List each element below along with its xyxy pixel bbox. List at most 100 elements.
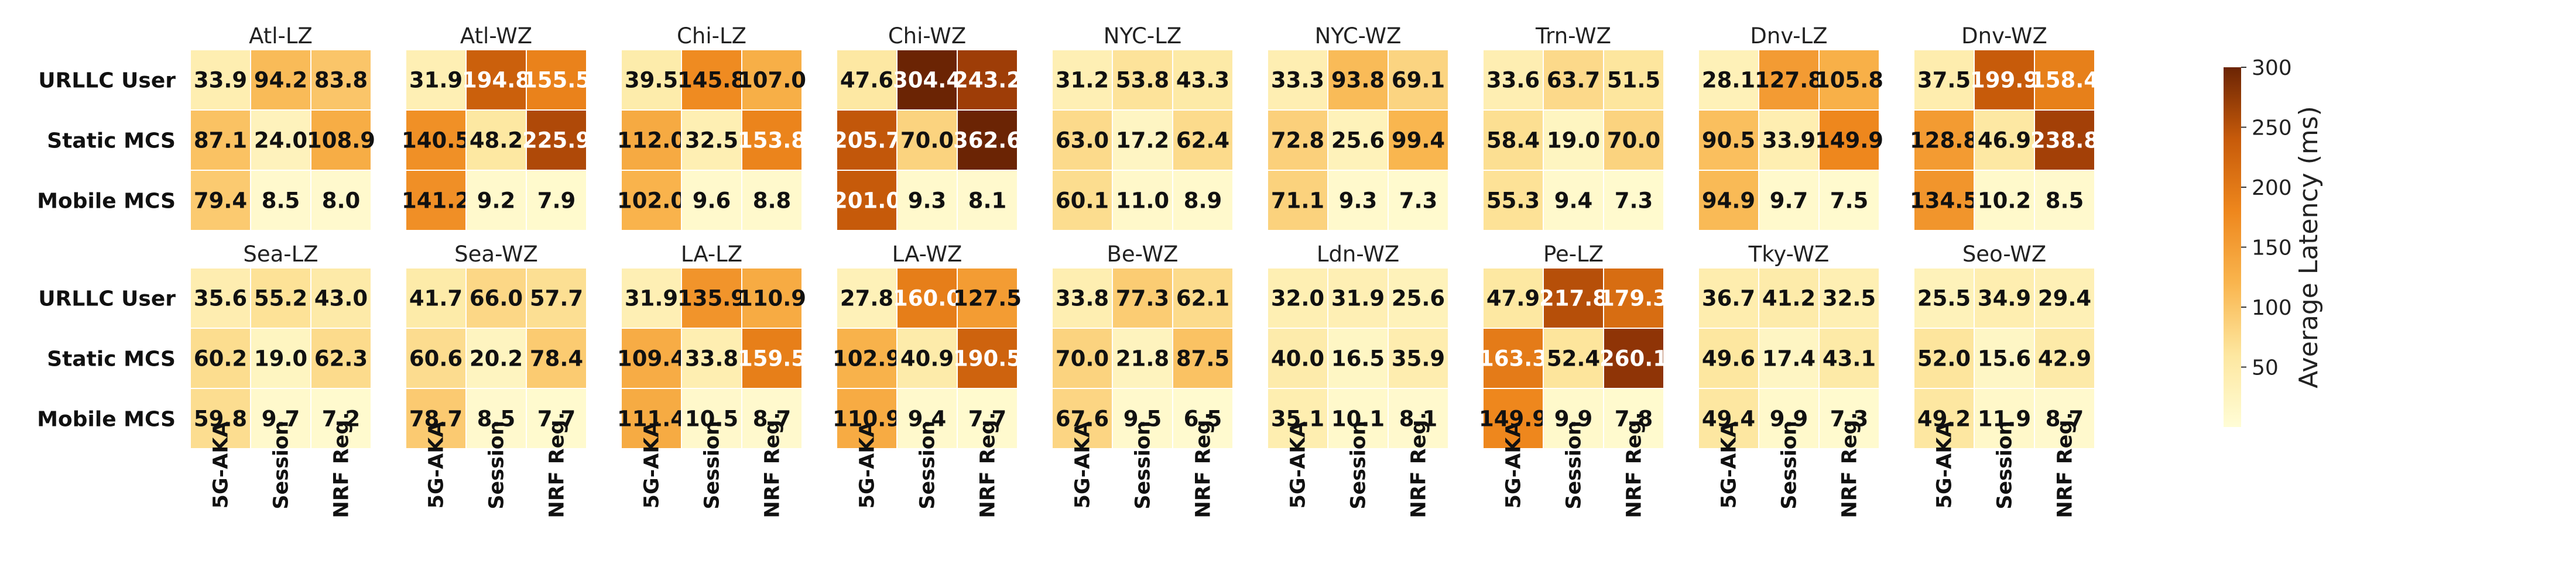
cell-value-label: 60.1 — [1056, 188, 1109, 214]
cell-value-label: 55.3 — [1486, 188, 1540, 214]
panel-title: Pe-LZ — [1543, 242, 1604, 267]
cell-value-label: 140.5 — [402, 128, 470, 153]
row-label: URLLC User — [38, 287, 176, 311]
column-label: Session — [1993, 421, 2017, 510]
heatmap-cell — [1051, 49, 1113, 111]
heatmap-cell — [2034, 170, 2095, 231]
column-label: NRF Reg. — [546, 412, 569, 518]
cell-value-label: 93.8 — [1331, 68, 1385, 93]
cell-value-label: 90.5 — [1702, 128, 1755, 153]
cell-value-label: 9.3 — [1339, 188, 1378, 214]
cell-value-label: 7.3 — [1615, 188, 1653, 214]
heatmap-cell — [2034, 49, 2095, 111]
cell-value-label: 7.5 — [1830, 188, 1869, 214]
heatmap-panel: Ldn-WZ 32.0 31.9 25.6 40.0 16.5 35.9 35.1 10.1 8.… — [1267, 242, 1449, 449]
heatmap-cell — [741, 109, 803, 171]
heatmap-cell — [1758, 267, 1820, 329]
cell-value-label: 19.0 — [1547, 128, 1600, 153]
heatmap-cell — [741, 170, 803, 231]
cell-value-label: 43.0 — [314, 286, 368, 311]
cell-value-label: 31.9 — [1331, 286, 1385, 311]
cell-value-label: 108.9 — [307, 128, 375, 153]
column-label: NRF Reg. — [2054, 412, 2077, 518]
cell-value-label: 190.5 — [953, 346, 1022, 371]
heatmap-cell — [1913, 109, 1975, 171]
cell-value-label: 160.0 — [893, 286, 961, 311]
column-label: Session — [1563, 421, 1586, 510]
cell-value-label: 49.6 — [1702, 346, 1755, 371]
cell-value-label: 149.9 — [1479, 407, 1547, 432]
cell-value-label: 40.0 — [1271, 346, 1324, 371]
colorbar-label: Average Latency (ms) — [2294, 106, 2324, 388]
cell-value-label: 32.0 — [1271, 286, 1324, 311]
heatmap-cell — [621, 170, 682, 231]
column-label: Session — [485, 421, 509, 510]
cell-value-label: 225.9 — [522, 128, 591, 153]
cell-value-label: 71.1 — [1271, 188, 1324, 214]
cell-value-label: 145.8 — [677, 68, 746, 93]
panel-title: Sea-WZ — [454, 242, 538, 267]
heatmap-cell — [1543, 170, 1604, 231]
heatmap-cell — [405, 267, 467, 329]
colorbar-tick-label: 300 — [2252, 56, 2292, 80]
column-label: NRF Reg. — [1838, 412, 1862, 518]
cell-value-label: 28.1 — [1702, 68, 1755, 93]
heatmap-panel: Trn-WZ 33.6 63.7 51.5 58.4 19.0 70.0 55.3 9.4 7.3 — [1482, 23, 1664, 231]
cell-value-label: 9.3 — [908, 188, 947, 214]
cell-value-label: 41.2 — [1762, 286, 1815, 311]
cell-value-label: 17.2 — [1116, 128, 1169, 153]
heatmap-cell — [621, 109, 682, 171]
heatmap-cell — [1327, 109, 1389, 171]
heatmap-cell — [1698, 49, 1759, 111]
cell-value-label: 8.1 — [968, 188, 1007, 214]
heatmap-cell — [836, 49, 898, 111]
cell-value-label: 46.9 — [1978, 128, 2031, 153]
heatmap-cell — [1603, 170, 1664, 231]
heatmap-cell — [1758, 109, 1820, 171]
heatmap-cell — [1818, 267, 1880, 329]
cell-value-label: 66.0 — [470, 286, 523, 311]
cell-value-label: 128.8 — [1910, 128, 1978, 153]
cell-value-label: 194.8 — [462, 68, 530, 93]
column-label: 5G-AKA — [1071, 422, 1095, 509]
heatmap-panel: Sea-LZ 35.6 55.2 43.0 60.2 19.0 62.3 59.8 9.7 7.2 — [190, 242, 372, 449]
cell-value-label: 47.6 — [840, 68, 893, 93]
heatmap-cell — [1172, 328, 1234, 389]
cell-value-label: 87.5 — [1176, 346, 1229, 371]
heatmap-cell — [681, 267, 742, 329]
cell-value-label: 201.0 — [833, 188, 901, 214]
heatmap-cell — [836, 170, 898, 231]
heatmap-cell — [896, 328, 958, 389]
heatmap-cell — [1974, 267, 2035, 329]
cell-value-label: 260.1 — [1599, 346, 1668, 371]
heatmap-cell — [1818, 109, 1880, 171]
heatmap-cell — [1698, 170, 1759, 231]
heatmap-cell — [681, 49, 742, 111]
panel-title: Trn-WZ — [1535, 23, 1611, 49]
heatmap-cell — [526, 328, 587, 389]
heatmap-cell — [1388, 267, 1449, 329]
cell-value-label: 77.3 — [1116, 286, 1169, 311]
row-label: Static MCS — [47, 129, 176, 153]
cell-value-label: 55.2 — [254, 286, 307, 311]
cell-value-label: 69.1 — [1392, 68, 1445, 93]
heatmap-cell — [1758, 388, 1820, 449]
cell-value-label: 9.9 — [1554, 407, 1593, 432]
cell-value-label: 25.6 — [1331, 128, 1385, 153]
cell-value-label: 149.9 — [1815, 128, 1883, 153]
heatmap-cell — [836, 267, 898, 329]
heatmap-panel: Seo-WZ 25.5 34.9 29.4 52.0 15.6 42.9 49.2 11.9 8.… — [1913, 242, 2095, 449]
heatmap-cell — [526, 267, 587, 329]
cell-value-label: 31.2 — [1056, 68, 1109, 93]
heatmap-cell — [1543, 388, 1604, 449]
heatmap-cell — [1172, 388, 1234, 449]
heatmap-cell — [1051, 267, 1113, 329]
cell-value-label: 67.6 — [1056, 407, 1109, 432]
cell-value-label: 78.4 — [530, 346, 583, 371]
heatmap-panel: NYC-WZ 33.3 93.8 69.1 72.8 25.6 99.4 71.1 9.3 7.3 — [1267, 23, 1449, 231]
panel-title: Atl-LZ — [249, 23, 313, 49]
